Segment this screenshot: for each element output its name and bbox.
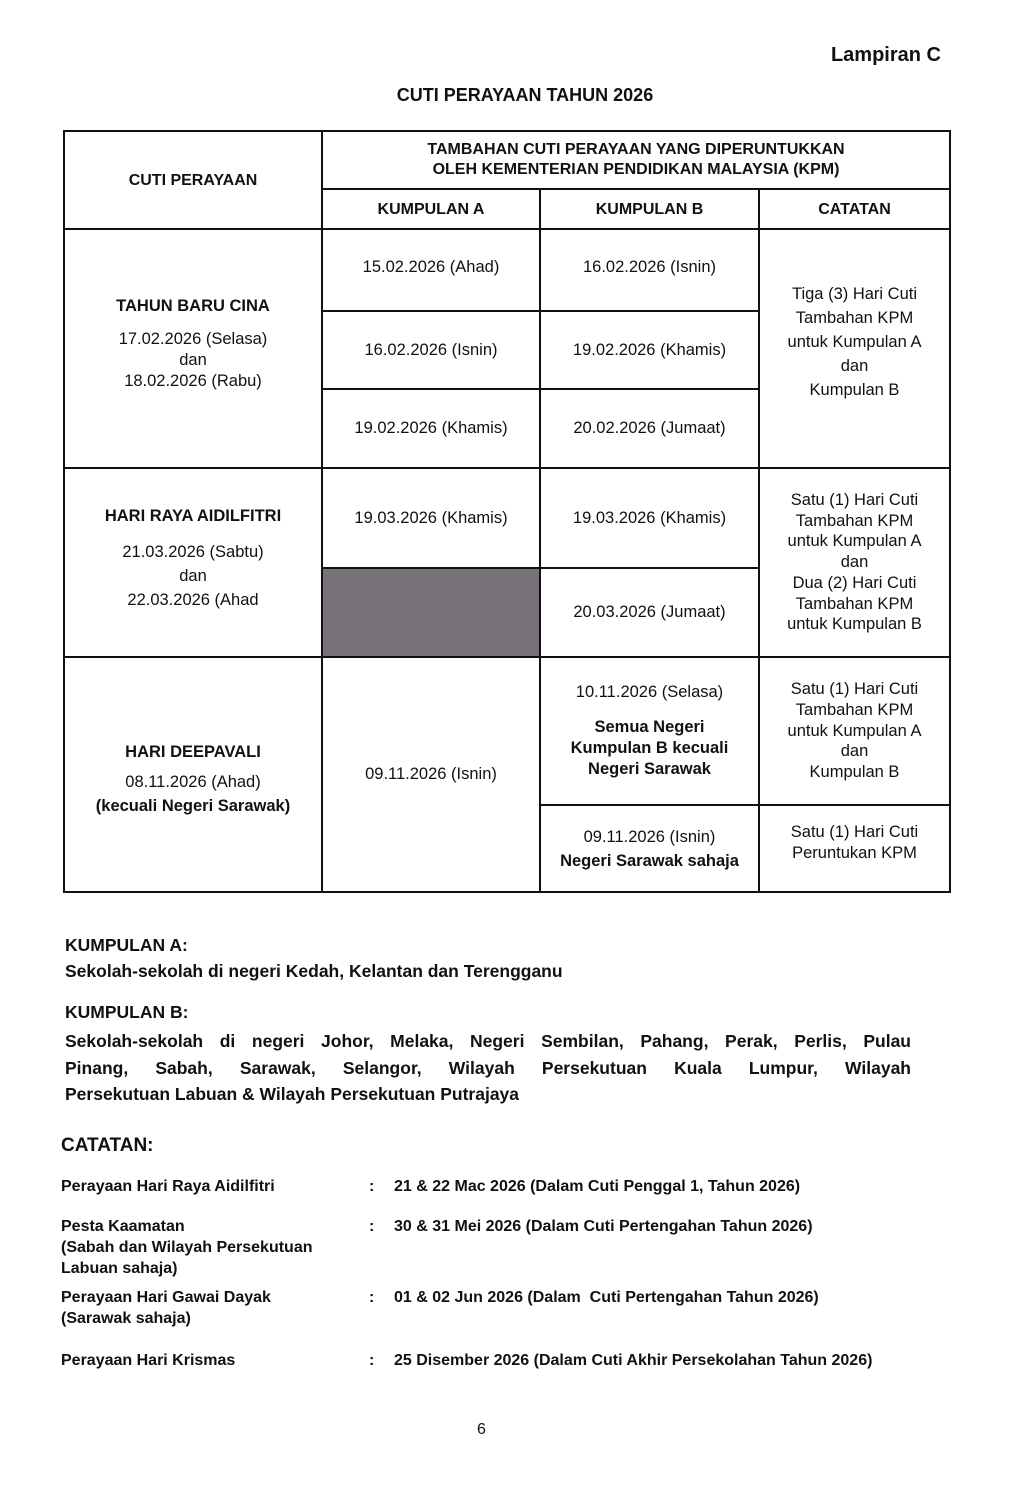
header-catatan: CATATAN: [758, 188, 951, 230]
header-cuti: CUTI PERAYAAN: [63, 130, 323, 230]
raya-cell: HARI RAYA AIDILFITRI 21.03.2026 (Sabtu) d…: [63, 467, 323, 658]
cny-note: Tiga (3) Hari Cuti Tambahan KPM untuk Kump…: [758, 228, 951, 469]
kumpulan-a-label: KUMPULAN A:: [65, 935, 188, 955]
page-title: CUTI PERAYAAN TAHUN 2026: [396, 85, 654, 105]
cny-b-2: 19.02.2026 (Khamis): [539, 310, 760, 390]
header-kumpulan-a: KUMPULAN A: [321, 188, 541, 230]
raya-b-2: 20.03.2026 (Jumaat): [539, 567, 760, 658]
cny-a-3: 19.02.2026 (Khamis): [321, 388, 541, 469]
deepavali-b-2: 09.11.2026 (Isnin) Negeri Sarawak sahaja: [539, 804, 760, 893]
raya-a-shaded: [321, 567, 541, 658]
cny-b-1: 16.02.2026 (Isnin): [539, 228, 760, 312]
deepavali-b-1: 10.11.2026 (Selasa) Semua Negeri Kumpulan…: [539, 656, 760, 806]
kumpulan-b-label: KUMPULAN B:: [65, 1002, 189, 1022]
deepavali-note-1: Satu (1) Hari Cuti Tambahan KPM untuk Kump…: [758, 656, 951, 806]
header-kumpulan-b: KUMPULAN B: [539, 188, 760, 230]
cny-a-1: 15.02.2026 (Ahad): [321, 228, 541, 312]
deepavali-note-2: Satu (1) Hari Cuti Peruntukan KPM: [758, 804, 951, 893]
raya-a-1: 19.03.2026 (Khamis): [321, 467, 541, 569]
kumpulan-a-text: Sekolah-sekolah di negeri Kedah, Kelanta…: [65, 961, 563, 981]
raya-note: Satu (1) Hari Cuti Tambahan KPM untuk Kump…: [758, 467, 951, 658]
page-number: 6: [477, 1421, 486, 1438]
catatan-label: CATATAN:: [61, 1135, 154, 1156]
kumpulan-b-text: Sekolah-sekolah di negeri Johor, Melaka,…: [65, 1031, 911, 1104]
cny-cell: TAHUN BARU CINA 17.02.2026 (Selasa) dan 18…: [63, 228, 323, 469]
raya-b-1: 19.03.2026 (Khamis): [539, 467, 760, 569]
deepavali-cell: HARI DEEPAVALI 08.11.2026 (Ahad) (kecuali…: [63, 656, 323, 893]
deepavali-a: 09.11.2026 (Isnin): [321, 656, 541, 893]
cny-a-2: 16.02.2026 (Isnin): [321, 310, 541, 390]
cny-b-3: 20.02.2026 (Jumaat): [539, 388, 760, 469]
header-tambahan: TAMBAHAN CUTI PERAYAAN YANG DIPERUNTUKKA…: [321, 130, 951, 190]
appendix-label: Lampiran C: [830, 44, 941, 66]
